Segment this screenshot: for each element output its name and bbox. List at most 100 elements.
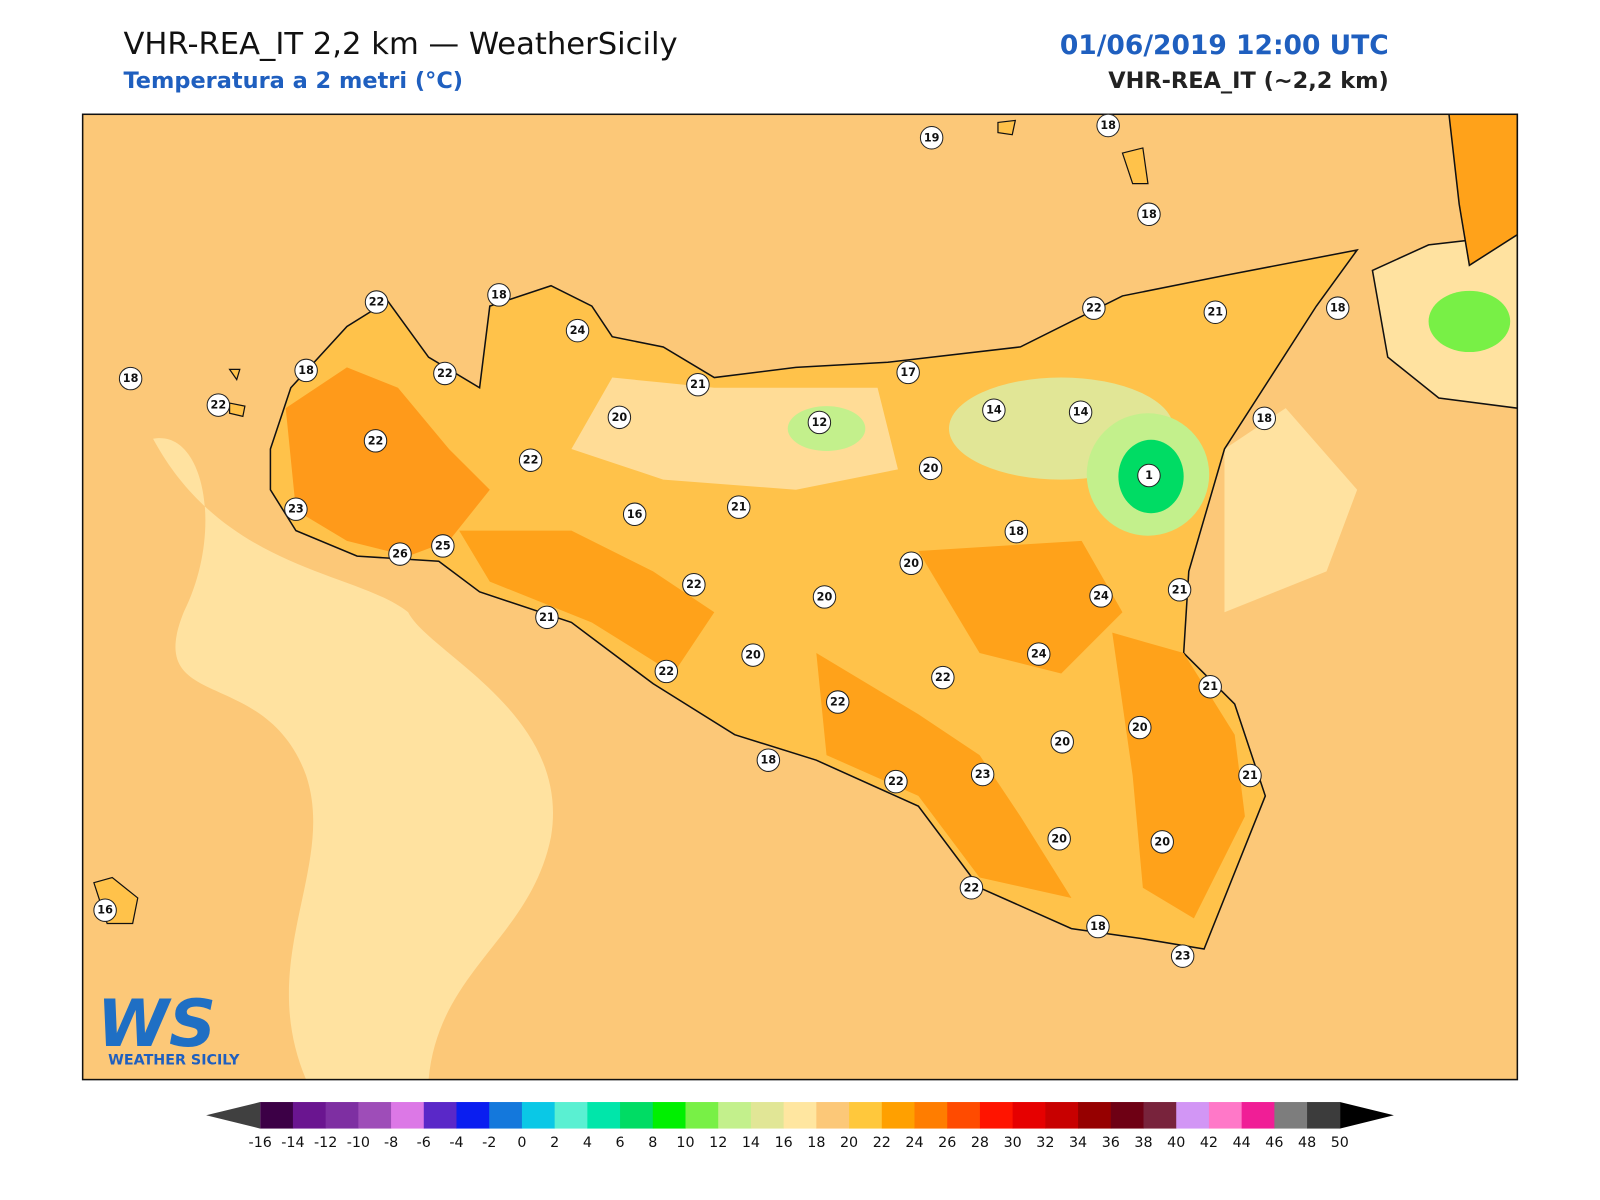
station-marker <box>812 585 837 609</box>
station-value: 22 <box>888 775 904 788</box>
colorbar-bin <box>554 1102 588 1129</box>
colorbar-bin <box>685 1102 719 1129</box>
station-marker <box>294 358 318 383</box>
colorbar: -16 -14 -12 -10 -8 -6 -4 -2 0 2 4 6 8 10 12 14 16 18 20 22 2… <box>206 1102 1394 1151</box>
colorbar-tick-label: 40 <box>1167 1135 1185 1151</box>
station-value: 18 <box>1009 525 1025 538</box>
colorbar-tick-label: -8 <box>384 1135 398 1151</box>
station-marker <box>982 398 1006 422</box>
colorbar-tick-label: 2 <box>550 1135 559 1151</box>
colorbar-bin <box>391 1102 425 1129</box>
colorbar-tick-label: 26 <box>938 1135 956 1151</box>
station-value: 20 <box>903 557 919 570</box>
colorbar-tick-label: 42 <box>1200 1135 1218 1151</box>
colorbar-tick-label: 34 <box>1069 1135 1087 1151</box>
station-value: 23 <box>288 503 304 516</box>
station-value: 22 <box>369 296 385 309</box>
station-value: 18 <box>761 754 777 767</box>
station-marker <box>1326 296 1350 320</box>
station-value: 22 <box>935 671 951 684</box>
colorbar-bin <box>1078 1102 1112 1129</box>
station-value: 18 <box>1141 208 1157 221</box>
station-marker <box>1082 296 1106 320</box>
colorbar-tick-label: 50 <box>1331 1135 1349 1151</box>
station-value: 1 <box>1145 469 1153 482</box>
calabria-north <box>1448 114 1518 267</box>
datetime: 01/06/2019 12:00 UTC <box>1060 30 1389 61</box>
colorbar-bin <box>1143 1102 1177 1129</box>
station-value: 24 <box>1093 589 1109 602</box>
cool-sea-area <box>153 438 554 1080</box>
station-value: 18 <box>298 364 314 377</box>
logo-mark: WS <box>97 986 216 1062</box>
station-value: 18 <box>1330 302 1346 315</box>
station-value: 22 <box>1086 302 1102 315</box>
station-marker <box>622 502 647 527</box>
colorbar-tick-label: -2 <box>482 1135 496 1151</box>
colorbar-tick-label: 22 <box>873 1135 891 1151</box>
colorbar-bin <box>423 1102 458 1129</box>
station-value: 14 <box>986 404 1002 417</box>
colorbar-tick-label: 10 <box>676 1135 694 1151</box>
colorbar-bin <box>1176 1102 1210 1129</box>
stations: 19 18 18 22 18 24 18 18 22 22 22 20 21 17 22 21 18 12 14 14… <box>93 113 1350 968</box>
colorbar-tick-label: -4 <box>449 1135 463 1151</box>
station-marker <box>93 898 117 922</box>
colorbar-bin <box>979 1102 1014 1129</box>
station-value: 20 <box>745 649 761 662</box>
colorbar-bin <box>652 1102 687 1129</box>
station-value: 16 <box>97 904 113 917</box>
logo: WS WEATHER SICILY <box>97 986 240 1068</box>
station-value: 22 <box>830 696 846 709</box>
station-value: 12 <box>812 416 828 429</box>
colorbar-bin <box>1241 1102 1275 1129</box>
colorbar-bin <box>456 1102 490 1129</box>
station-value: 21 <box>1202 680 1218 693</box>
station-marker <box>535 605 559 630</box>
station-value: 14 <box>1073 406 1089 419</box>
station-marker <box>284 497 308 521</box>
station-marker <box>1198 675 1222 699</box>
station-value: 18 <box>123 372 139 385</box>
model-label: VHR-REA_IT (~2,2 km) <box>1108 68 1389 94</box>
station-marker <box>1167 578 1192 602</box>
colorbar-over <box>1339 1102 1394 1129</box>
station-marker <box>118 366 143 391</box>
station-marker <box>682 572 706 597</box>
station-marker <box>884 769 908 794</box>
station-value: 20 <box>612 411 628 424</box>
colorbar-bin <box>1045 1102 1079 1129</box>
colorbar-tick-label: 0 <box>517 1135 526 1151</box>
station-value: 20 <box>1132 721 1148 734</box>
logo-name: WEATHER SICILY <box>108 1052 240 1068</box>
colorbar-bin <box>816 1102 850 1129</box>
colorbar-tick-label: 18 <box>807 1135 825 1151</box>
station-marker <box>1068 400 1093 424</box>
station-marker <box>741 643 765 667</box>
map: WS WEATHER SICILY <box>81 113 1519 1081</box>
colorbar-bin <box>260 1102 294 1129</box>
colorbar-bin <box>881 1102 916 1129</box>
cold-area <box>1428 290 1511 353</box>
station-marker <box>896 360 920 385</box>
station-marker <box>206 393 231 417</box>
station-marker <box>1150 830 1174 854</box>
colorbar-tick-label: 24 <box>905 1135 923 1151</box>
colorbar-tick-label: -16 <box>249 1135 272 1151</box>
colorbar-tick-label: 4 <box>583 1135 592 1151</box>
station-marker <box>756 748 781 772</box>
station-marker <box>1203 300 1228 324</box>
station-value: 26 <box>392 548 408 561</box>
station-marker <box>1137 202 1161 227</box>
station-value: 23 <box>1175 950 1191 963</box>
colorbar-tick-label: 30 <box>1004 1135 1022 1151</box>
station-marker <box>1096 113 1120 138</box>
station-value: 22 <box>659 665 675 678</box>
station-value: 22 <box>523 454 539 467</box>
colorbar-tick-label: 46 <box>1265 1135 1283 1151</box>
station-marker <box>363 429 388 453</box>
colorbar-bin <box>521 1102 556 1129</box>
